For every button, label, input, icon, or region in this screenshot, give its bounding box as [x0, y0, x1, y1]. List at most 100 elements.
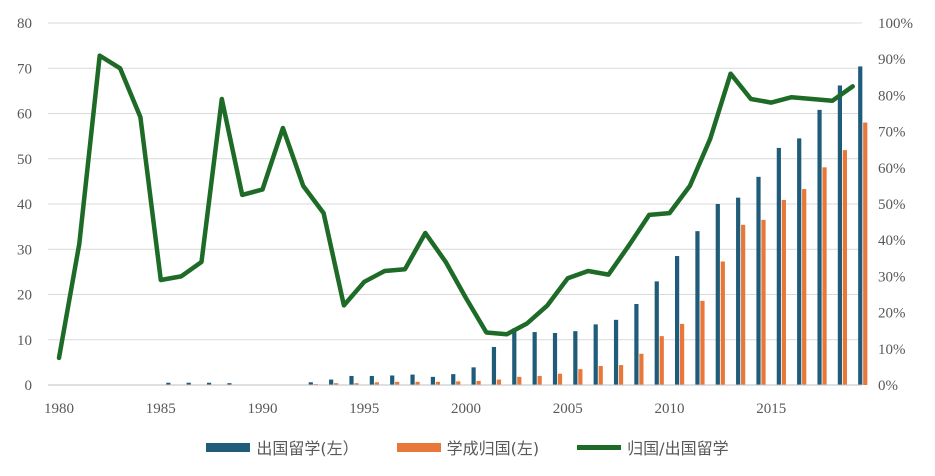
- x-tick-label: 2015: [756, 401, 786, 417]
- ratio-series-line: [56, 53, 855, 361]
- x-tick-label: 2005: [553, 401, 583, 417]
- legend-swatch-outbound: [206, 442, 251, 452]
- bar-returned-2016: [802, 189, 807, 385]
- bar-outbound-1986: [186, 382, 191, 385]
- y-right-tick-label: 20%: [878, 306, 906, 322]
- x-tick-label: 1980: [44, 401, 74, 417]
- bar-outbound-1987: [206, 382, 212, 385]
- bar-returned-2006: [598, 365, 603, 385]
- bar-returned-1998: [435, 381, 440, 385]
- bar-returned-2015: [781, 199, 786, 385]
- bars: [166, 66, 868, 386]
- bar-returned-2011: [700, 300, 705, 385]
- bar-outbound-2008: [634, 304, 639, 385]
- y-right-tick-label: 50%: [878, 197, 906, 213]
- bar-outbound-1998: [430, 376, 435, 385]
- y-right-tick-label: 0%: [878, 378, 898, 394]
- bar-outbound-2007: [613, 319, 619, 385]
- y-right-tick-label: 100%: [878, 16, 913, 32]
- y-left-tick-label: 20: [17, 288, 32, 304]
- y-axis-right: 0% 10% 20% 30% 40% 50% 60% 70% 80% 90% 100%: [878, 16, 913, 394]
- bar-outbound-2002: [512, 328, 517, 385]
- bar-returned-2008: [639, 353, 644, 385]
- x-tick-label: 2000: [451, 401, 481, 417]
- bar-outbound-1993: [329, 379, 334, 385]
- bar-returned-2000: [476, 380, 481, 385]
- bar-returned-1996: [395, 381, 400, 385]
- legend-item-returned: 学成归国(左): [396, 435, 540, 459]
- bar-returned-1993: [334, 383, 339, 385]
- bar-outbound-1985: [166, 382, 171, 385]
- legend-swatch-returned: [396, 442, 441, 452]
- x-tick-label: 1995: [349, 401, 379, 417]
- y-right-tick-label: 80%: [878, 88, 906, 104]
- bar-returned-1999: [456, 381, 461, 385]
- y-left-tick-label: 40: [17, 197, 32, 213]
- bar-returned-2014: [761, 219, 766, 385]
- bar-outbound-2016: [797, 138, 802, 385]
- legend-label-outbound: 出国留学(左）: [256, 439, 359, 458]
- bar-outbound-1996: [390, 375, 395, 385]
- bar-outbound-1995: [369, 375, 374, 385]
- bar-outbound-1997: [410, 374, 415, 385]
- bar-returned-2007: [618, 365, 624, 385]
- ratio-line: [56, 53, 855, 361]
- bar-outbound-2010: [675, 256, 680, 385]
- gridlines: [48, 22, 862, 341]
- bar-returned-1997: [415, 381, 420, 385]
- bar-outbound-2006: [593, 324, 598, 385]
- bar-returned-1995: [374, 382, 379, 385]
- bar-returned-2004: [557, 373, 563, 385]
- y-left-tick-label: 70: [17, 61, 32, 77]
- bar-returned-2012: [720, 261, 725, 385]
- y-right-tick-label: 60%: [878, 161, 906, 177]
- bar-outbound-1999: [451, 374, 456, 385]
- legend-label-ratio: 归国/出国留学: [627, 439, 729, 458]
- bar-outbound-2014: [756, 176, 761, 385]
- bar-returned-2010: [680, 323, 685, 385]
- y-right-tick-label: 10%: [878, 342, 906, 358]
- x-tick-label: 2010: [655, 401, 685, 417]
- bar-outbound-1994: [349, 375, 354, 385]
- bar-outbound-2013: [736, 197, 741, 385]
- legend-label-returned: 学成归国(左): [446, 439, 540, 458]
- x-tick-label: 1990: [248, 401, 278, 417]
- bar-outbound-2000: [471, 367, 476, 385]
- bar-returned-2017: [822, 167, 827, 385]
- legend-swatch-ratio: [577, 444, 622, 450]
- bar-outbound-2004: [552, 332, 558, 385]
- bar-outbound-2009: [654, 281, 659, 385]
- y-left-tick-label: 80: [17, 16, 32, 32]
- bar-outbound-2017: [817, 109, 822, 385]
- bar-outbound-1992: [308, 382, 313, 385]
- bar-outbound-2019: [858, 66, 863, 385]
- y-right-tick-label: 90%: [878, 52, 906, 68]
- y-right-tick-label: 70%: [878, 125, 906, 141]
- bar-outbound-2011: [695, 231, 700, 385]
- bar-returned-2005: [578, 369, 583, 385]
- bar-returned-2018: [842, 150, 847, 385]
- bar-outbound-2001: [491, 346, 497, 385]
- y-left-tick-label: 0: [25, 378, 33, 394]
- bar-returned-2013: [741, 224, 746, 385]
- bar-returned-2019: [863, 122, 868, 386]
- bar-returned-2009: [659, 336, 664, 385]
- bar-outbound-2012: [715, 204, 720, 385]
- bar-outbound-1988: [227, 383, 232, 385]
- legend-item-ratio: 归国/出国留学: [577, 435, 729, 459]
- x-tick-labels: 1980 1985 1990 1995 2000 2005 2010 2015: [44, 401, 786, 417]
- y-left-tick-label: 50: [17, 152, 32, 168]
- y-left-tick-label: 30: [17, 242, 32, 258]
- y-left-tick-label: 60: [17, 107, 32, 123]
- legend-item-outbound: 出国留学(左）: [206, 435, 359, 459]
- x-tick-label: 1985: [146, 401, 176, 417]
- bar-outbound-2015: [776, 147, 781, 385]
- bar-returned-2002: [517, 376, 522, 385]
- y-left-tick-label: 10: [17, 333, 32, 349]
- y-axis-left: 0 10 20 30 40 50 60 70 80: [17, 16, 32, 394]
- bar-outbound-2005: [573, 331, 578, 385]
- bar-outbound-2003: [532, 332, 537, 385]
- bar-returned-2003: [537, 375, 542, 385]
- y-right-tick-label: 30%: [878, 269, 906, 285]
- bar-returned-1994: [354, 383, 359, 385]
